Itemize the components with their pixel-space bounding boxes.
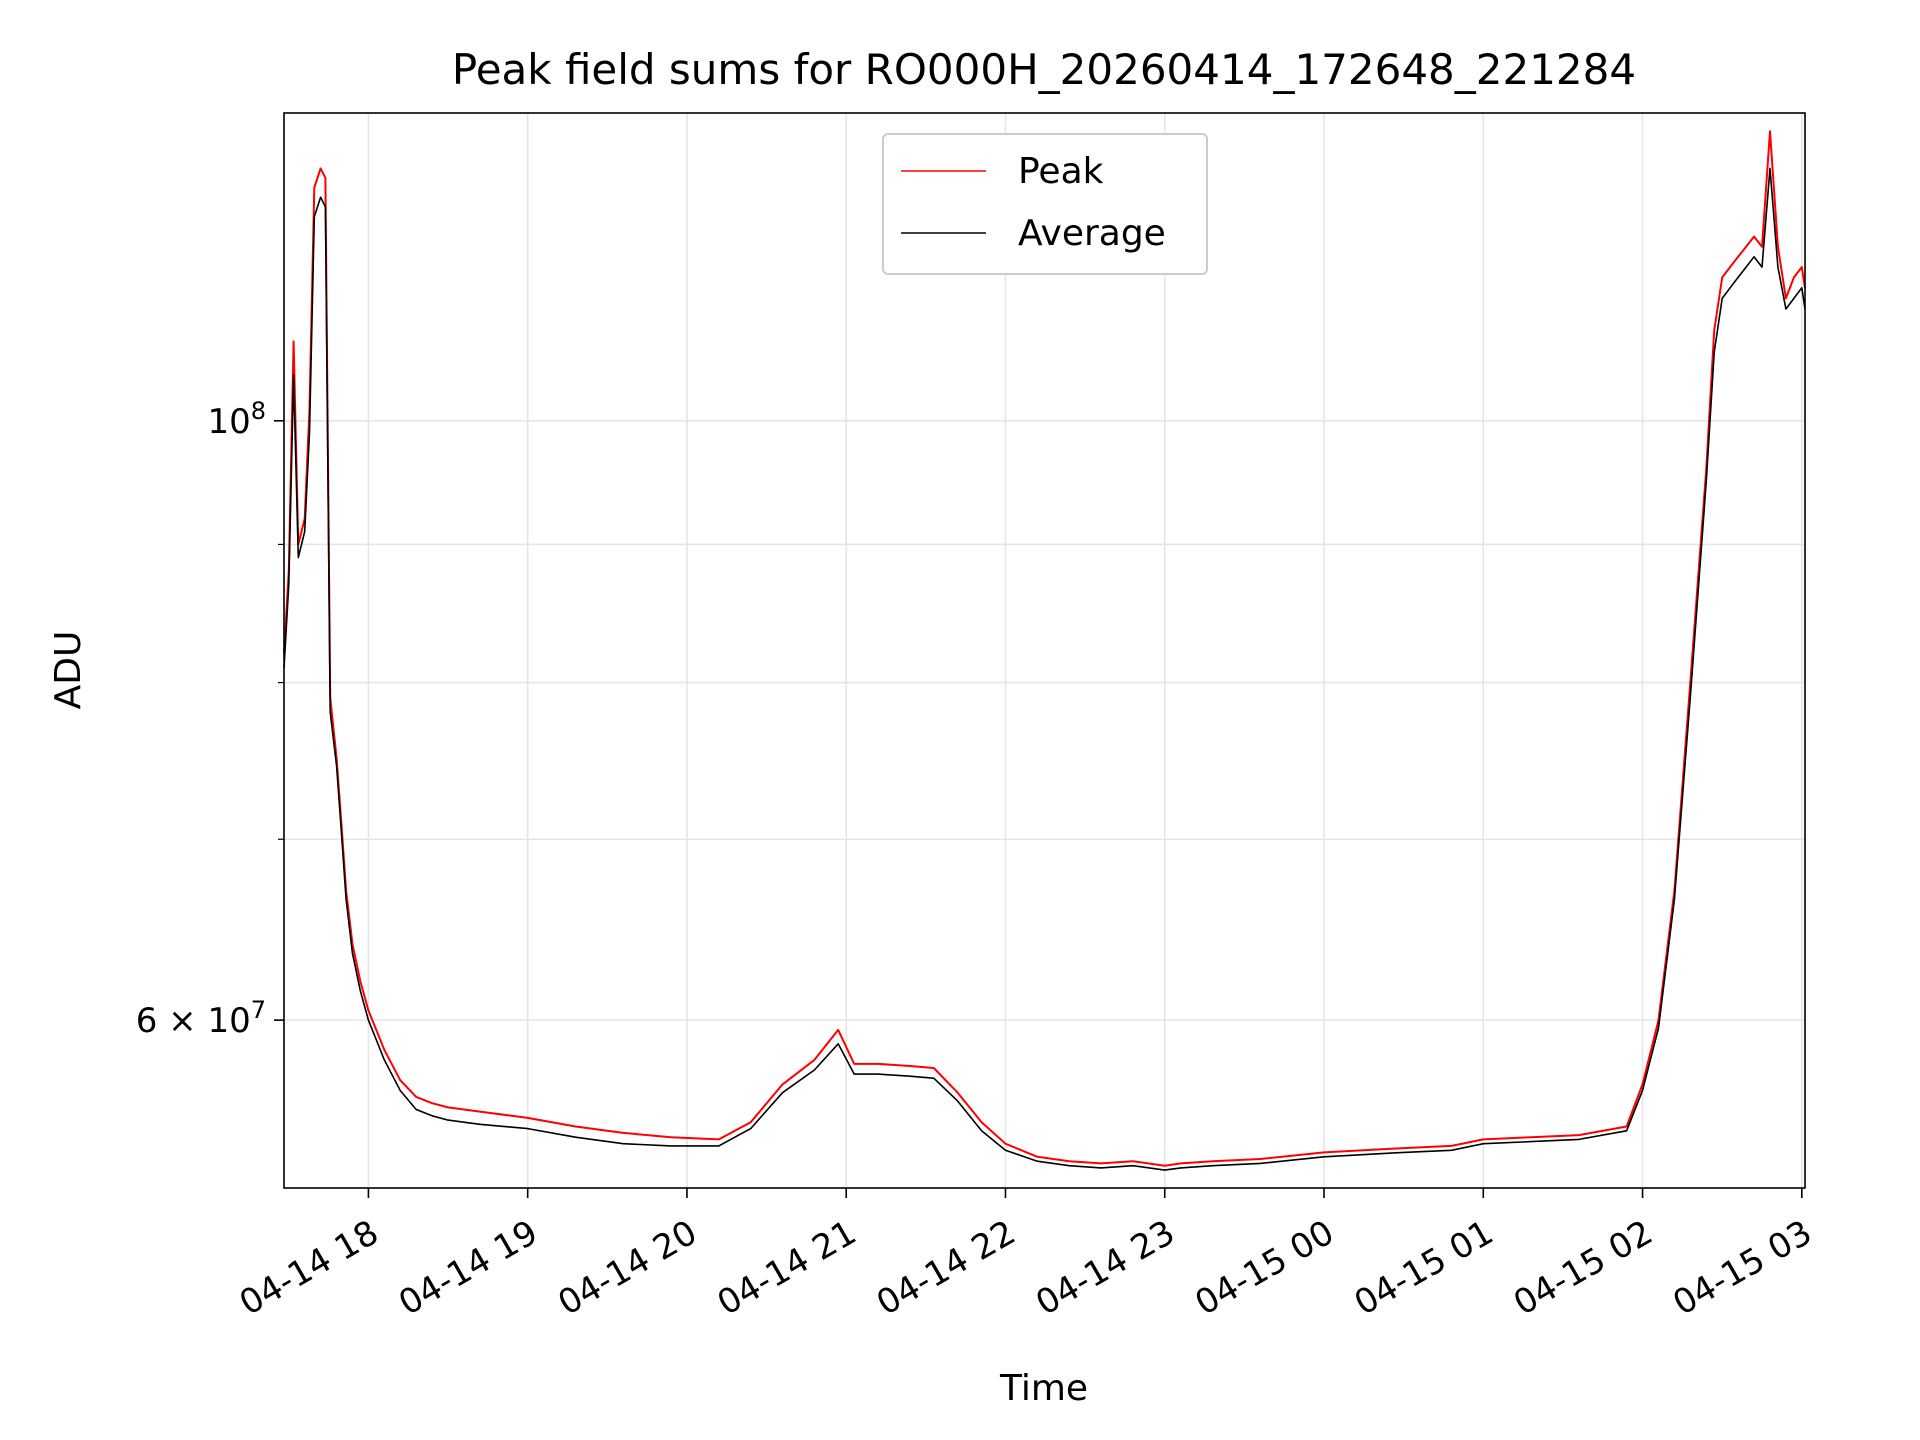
y-axis: 108 6 × 107 <box>136 397 284 1041</box>
y-axis-label: ADU <box>48 631 89 710</box>
plot-frame <box>283 112 1806 1189</box>
grid <box>284 113 1805 1188</box>
legend-box <box>882 133 1208 275</box>
legend-label-peak: Peak <box>1018 151 1104 192</box>
y-tick-label: 6 × 107 <box>136 996 266 1041</box>
legend-label-average: Average <box>1018 213 1166 254</box>
y-tick-label: 108 <box>207 397 266 442</box>
series-layer <box>283 130 1806 1171</box>
legend: Peak Average <box>882 133 1208 275</box>
x-axis-label: Time <box>999 1368 1088 1409</box>
series-line-average <box>283 167 1806 1171</box>
chart-title: Peak field sums for RO000H_20260414_1726… <box>452 45 1636 94</box>
